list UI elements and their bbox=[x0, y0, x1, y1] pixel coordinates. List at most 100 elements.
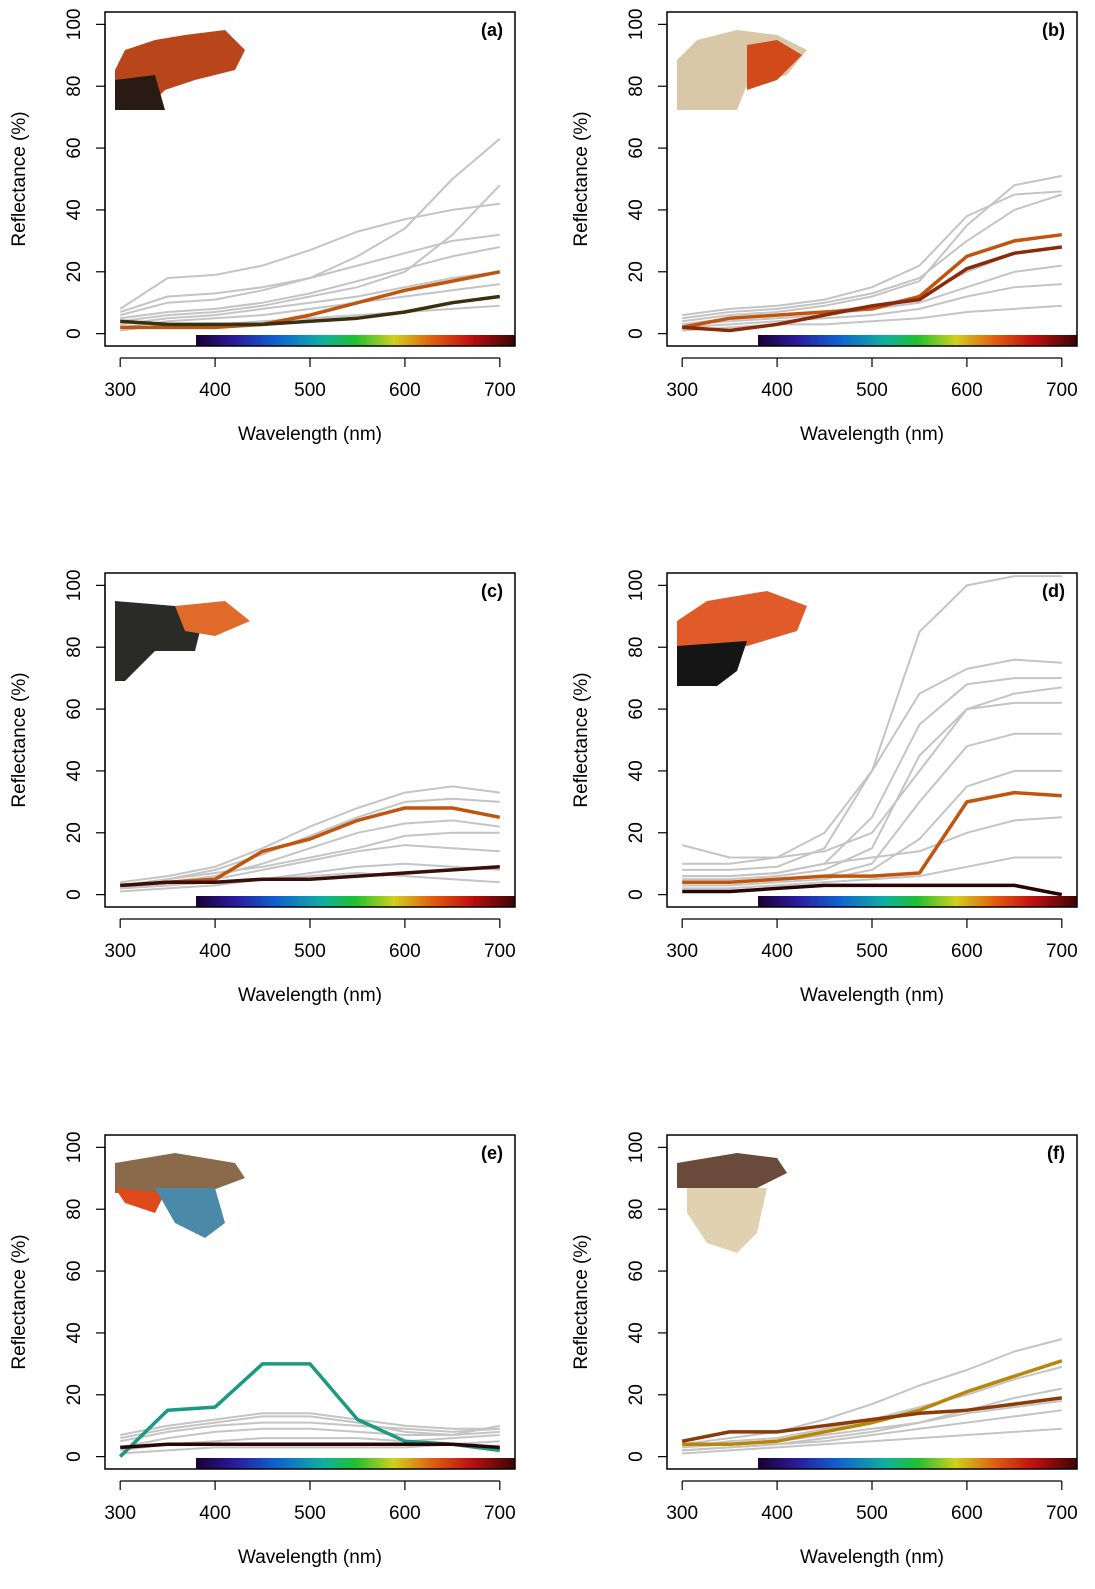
y-tick-label: 0 bbox=[64, 1451, 85, 1462]
specimen-image bbox=[115, 601, 250, 681]
x-tick-label: 600 bbox=[951, 380, 983, 401]
x-tick-label: 300 bbox=[104, 380, 136, 401]
y-tick-label: 0 bbox=[626, 328, 647, 339]
spectrum-line bbox=[682, 1338, 1063, 1446]
specimen-image bbox=[115, 30, 245, 110]
panel-label: (b) bbox=[1042, 20, 1065, 40]
spectrum-line bbox=[682, 701, 1062, 881]
image-part bbox=[155, 1188, 225, 1238]
spectrum-line bbox=[120, 283, 500, 329]
image-part bbox=[677, 1153, 787, 1188]
y-axis-title: Reflectance (%) bbox=[9, 1234, 30, 1369]
y-tick-label: 20 bbox=[626, 261, 647, 282]
image-part bbox=[677, 641, 747, 686]
y-tick-label: 60 bbox=[64, 699, 85, 720]
spectrum-line bbox=[681, 232, 1063, 330]
y-tick-label: 40 bbox=[626, 1322, 647, 1343]
x-tick-label: 600 bbox=[389, 941, 421, 962]
y-axis-title: Reflectance (%) bbox=[9, 111, 30, 246]
spectrum-line bbox=[120, 872, 500, 890]
spectrum-line bbox=[120, 785, 500, 884]
spectrum-line bbox=[682, 856, 1062, 890]
y-axis-title: Reflectance (%) bbox=[571, 111, 592, 246]
spectrum-bar bbox=[758, 335, 1077, 346]
spectrum-line bbox=[682, 304, 1062, 332]
x-tick-label: 300 bbox=[666, 941, 698, 962]
spectrum-bar bbox=[758, 896, 1077, 907]
y-tick-label: 40 bbox=[626, 199, 647, 220]
panel-label: (c) bbox=[481, 581, 503, 601]
x-tick-label: 600 bbox=[951, 1503, 983, 1524]
image-part bbox=[115, 1188, 165, 1213]
x-tick-label: 700 bbox=[1046, 380, 1078, 401]
x-tick-label: 300 bbox=[666, 1503, 698, 1524]
y-tick-label: 20 bbox=[64, 1384, 85, 1405]
x-tick-label: 700 bbox=[484, 1503, 516, 1524]
x-tick-label: 400 bbox=[199, 941, 231, 962]
spectrum-line bbox=[681, 686, 1062, 859]
spectrum-line bbox=[681, 1396, 1063, 1443]
image-part bbox=[115, 1153, 245, 1193]
spectrum-line bbox=[120, 294, 501, 327]
panel: 0 20 40 60 80 100 300 400 500 600 700 Wavelength (n… bbox=[571, 9, 1078, 445]
x-tick-label: 700 bbox=[484, 941, 516, 962]
y-tick-label: 40 bbox=[64, 199, 85, 220]
x-tick-label: 500 bbox=[856, 380, 888, 401]
spectrum-line bbox=[682, 283, 1062, 329]
x-tick-label: 500 bbox=[294, 380, 326, 401]
spectrum-bar bbox=[196, 1458, 515, 1469]
spectrum-line bbox=[682, 1359, 1063, 1447]
y-tick-label: 80 bbox=[626, 637, 647, 658]
y-tick-label: 100 bbox=[64, 9, 85, 41]
spectrum-line bbox=[119, 202, 500, 310]
y-tick-label: 20 bbox=[626, 822, 647, 843]
y-tick-label: 100 bbox=[626, 1132, 647, 1164]
image-part bbox=[687, 1188, 767, 1253]
y-tick-label: 60 bbox=[64, 1261, 85, 1282]
specimen-image bbox=[677, 30, 807, 110]
y-tick-label: 0 bbox=[626, 1451, 647, 1462]
panel-label: (d) bbox=[1042, 581, 1065, 601]
spectrum-line bbox=[682, 658, 1062, 865]
x-tick-label: 400 bbox=[199, 380, 231, 401]
spectrum-line bbox=[120, 270, 501, 330]
y-tick-label: 0 bbox=[626, 889, 647, 900]
spectrum-bar bbox=[196, 896, 515, 907]
y-tick-label: 60 bbox=[626, 699, 647, 720]
spectrum-line bbox=[682, 190, 1062, 317]
x-tick-label: 700 bbox=[1046, 941, 1078, 962]
y-tick-label: 40 bbox=[64, 760, 85, 781]
spectrum-line bbox=[682, 174, 1062, 323]
spectrum-line bbox=[120, 1442, 500, 1450]
y-tick-label: 0 bbox=[64, 889, 85, 900]
x-tick-label: 400 bbox=[761, 941, 793, 962]
x-tick-label: 600 bbox=[389, 1503, 421, 1524]
panel-label: (f) bbox=[1047, 1143, 1065, 1163]
x-axis-title: Wavelength (nm) bbox=[238, 1547, 382, 1568]
spectrum-line bbox=[120, 1412, 500, 1436]
spectrum-line bbox=[682, 883, 1063, 897]
y-tick-label: 20 bbox=[64, 822, 85, 843]
x-tick-label: 600 bbox=[951, 941, 983, 962]
x-tick-label: 300 bbox=[666, 380, 698, 401]
y-tick-label: 100 bbox=[64, 570, 85, 602]
spectrum-line bbox=[682, 246, 1062, 326]
y-tick-label: 80 bbox=[64, 76, 85, 97]
panel: 0 20 40 60 80 100 300 400 500 600 700 Wavelength (n… bbox=[9, 570, 516, 1006]
x-tick-label: 500 bbox=[856, 1503, 888, 1524]
spectrum-bar bbox=[196, 335, 515, 346]
y-tick-label: 100 bbox=[626, 9, 647, 41]
panel-label: (e) bbox=[481, 1143, 503, 1163]
x-tick-label: 700 bbox=[484, 380, 516, 401]
y-tick-label: 100 bbox=[64, 1132, 85, 1164]
x-tick-label: 300 bbox=[104, 941, 136, 962]
y-tick-label: 100 bbox=[626, 570, 647, 602]
x-axis-title: Wavelength (nm) bbox=[238, 424, 382, 445]
spectrum-line bbox=[682, 769, 1062, 887]
y-tick-label: 60 bbox=[64, 138, 85, 159]
spectrum-line bbox=[120, 184, 501, 323]
spectrum-line bbox=[120, 1421, 500, 1443]
spectrum-line bbox=[120, 831, 500, 887]
spectrum-line bbox=[682, 816, 1062, 878]
